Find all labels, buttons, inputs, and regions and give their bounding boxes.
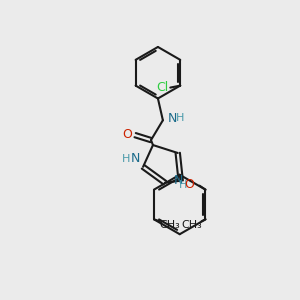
Text: Cl: Cl: [156, 81, 169, 94]
Text: H: H: [176, 113, 184, 123]
Text: N: N: [168, 112, 177, 125]
Text: H: H: [122, 154, 130, 164]
Text: CH₃: CH₃: [160, 220, 180, 230]
Text: CH₃: CH₃: [181, 220, 202, 230]
Text: N: N: [174, 174, 183, 187]
Text: N: N: [130, 152, 140, 165]
Text: O: O: [185, 178, 195, 191]
Text: H: H: [179, 180, 188, 190]
Text: O: O: [122, 128, 132, 141]
